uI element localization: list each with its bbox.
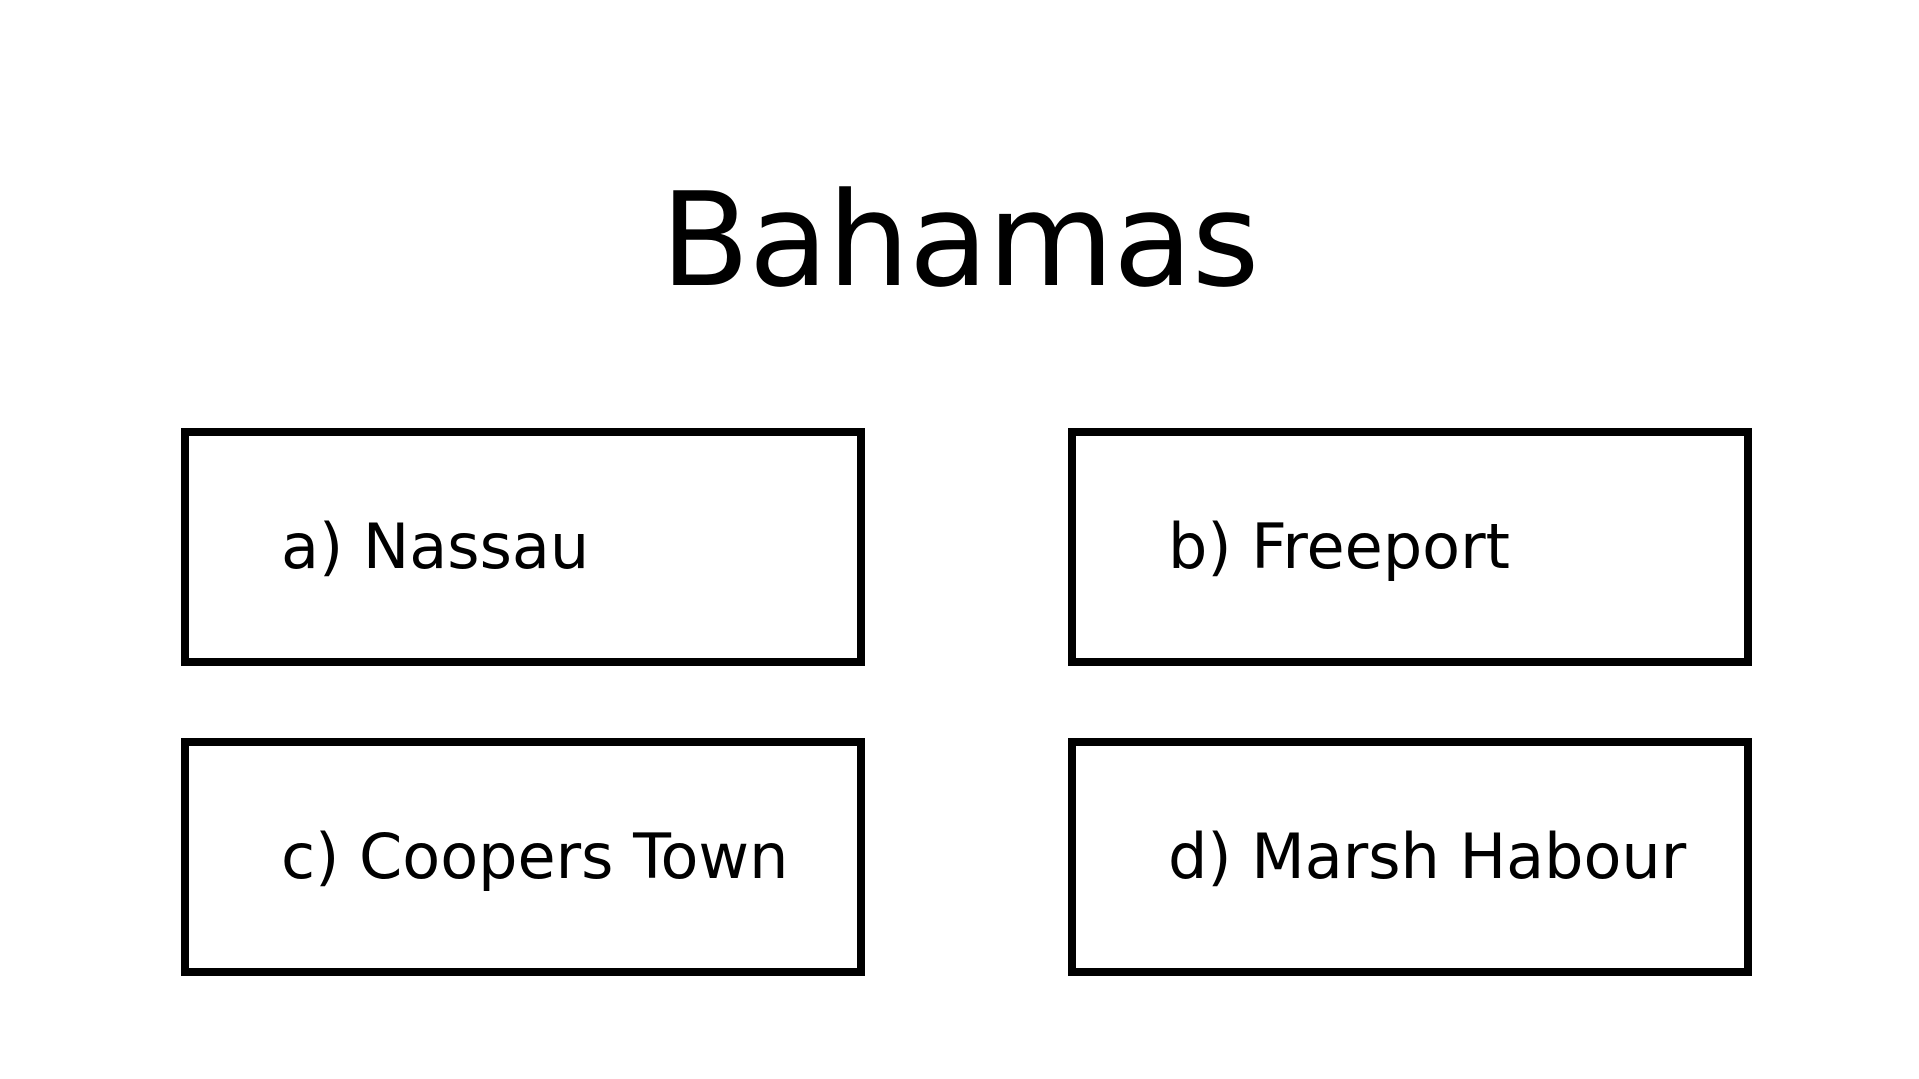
answer-option-label: d) Marsh Habour [1168, 820, 1687, 893]
answer-option-label: b) Freeport [1168, 510, 1510, 583]
answer-option-c[interactable]: c) Coopers Town [181, 738, 865, 976]
answer-option-label: c) Coopers Town [281, 820, 789, 893]
answer-option-a[interactable]: a) Nassau [181, 428, 865, 666]
answer-option-d[interactable]: d) Marsh Habour [1068, 738, 1752, 976]
answer-option-b[interactable]: b) Freeport [1068, 428, 1752, 666]
answer-option-label: a) Nassau [281, 510, 590, 583]
question-title: Bahamas [660, 164, 1260, 316]
